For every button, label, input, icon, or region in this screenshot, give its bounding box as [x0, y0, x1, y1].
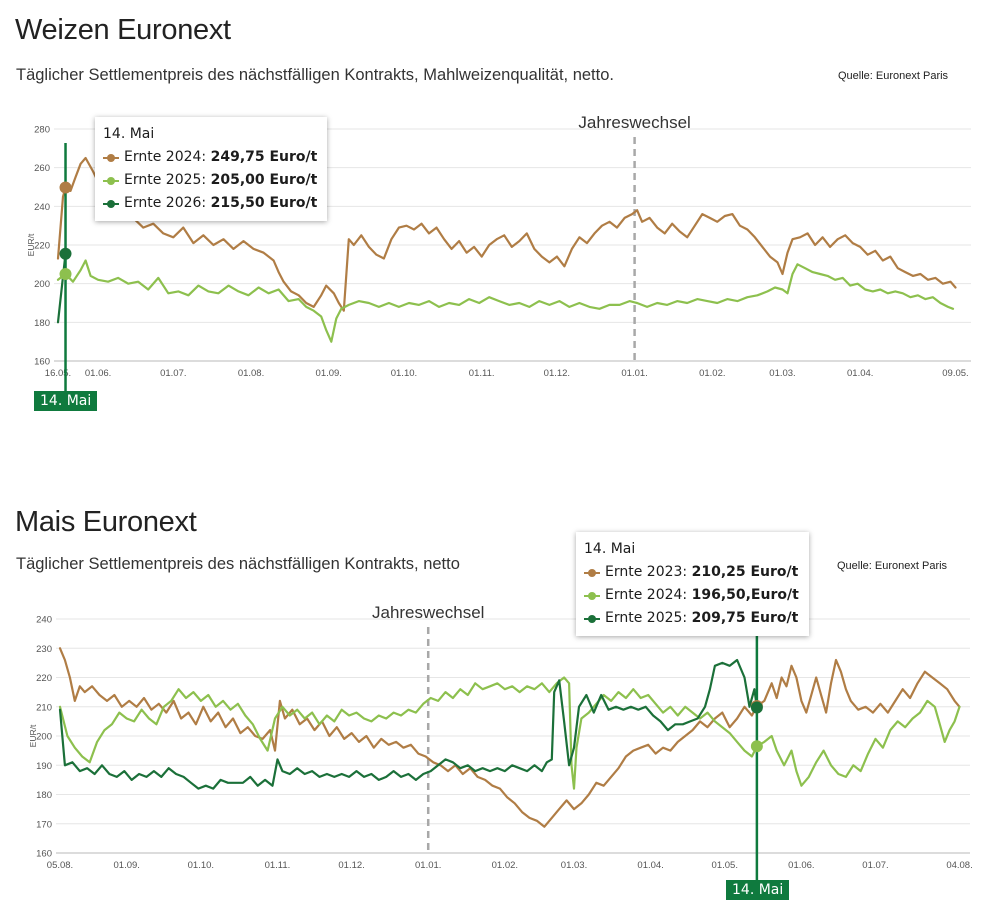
- tooltip-value: 196,50,Euro/t: [691, 587, 799, 603]
- tooltip-row: Ernte 2024: 196,50,Euro/t: [584, 584, 799, 607]
- series-line: [58, 676, 961, 790]
- x-tick-label: 01.02.: [699, 368, 725, 379]
- series-line: [56, 156, 957, 312]
- x-tick-label: 01.10.: [188, 860, 214, 871]
- year-change-label: Jahreswechsel: [372, 603, 484, 622]
- tooltip-date: 14. Mai: [584, 541, 636, 557]
- series-line: [56, 252, 67, 324]
- x-tick-label: 01.05.: [712, 860, 738, 871]
- chart-title: Mais Euronext: [15, 506, 197, 538]
- y-tick-label: 200: [36, 732, 52, 743]
- x-tick-label: 04.08.: [946, 860, 972, 871]
- series-marker-icon: [103, 199, 119, 209]
- x-tick-label: 01.01.: [621, 368, 647, 379]
- x-tick-label: 01.06.: [788, 860, 814, 871]
- maize-chart: Mais Euronext Täglicher Settlementpreis …: [0, 500, 993, 922]
- series-line: [58, 647, 961, 828]
- y-tick-label: 160: [36, 849, 52, 860]
- tooltip-date: 14. Mai: [103, 126, 155, 142]
- y-tick-label: 240: [34, 202, 50, 213]
- x-tick-label: 01.12.: [544, 368, 570, 379]
- series-marker-icon: [103, 176, 119, 186]
- tooltip-value: 210,25 Euro/t: [691, 564, 799, 580]
- x-tick-label: 01.04.: [637, 860, 663, 871]
- chart-title: Weizen Euronext: [15, 14, 231, 46]
- x-tick-label: 01.08.: [238, 368, 264, 379]
- y-tick-label: 280: [34, 125, 50, 136]
- x-tick-label: 01.12.: [338, 860, 364, 871]
- x-tick-label: 01.07.: [862, 860, 888, 871]
- y-axis-label: EUR/t: [26, 233, 36, 256]
- tooltip-series-label: Ernte 2024:: [605, 587, 688, 603]
- y-tick-label: 200: [34, 279, 50, 290]
- x-tick-label: 16.05.: [45, 368, 71, 379]
- tooltip-value: 205,00 Euro/t: [210, 172, 318, 188]
- x-tick-label: 01.03.: [769, 368, 795, 379]
- tooltip-row: Ernte 2023: 210,25 Euro/t: [584, 561, 799, 584]
- tooltip-value: 209,75 Euro/t: [691, 610, 799, 626]
- tooltip-series-label: Ernte 2024:: [124, 149, 207, 165]
- x-tick-label: 01.07.: [160, 368, 186, 379]
- maize-plot-area: 160 170 180 190 200 210 220 230 240 EUR/t 05.08. 01…: [28, 603, 973, 881]
- x-tick-label: 01.11.: [265, 860, 291, 871]
- series-marker-icon: [103, 153, 119, 163]
- date-marker-flag: 14. Mai: [34, 391, 98, 411]
- y-tick-label: 220: [34, 241, 50, 252]
- series-marker-icon: [584, 568, 600, 578]
- data-point-marker: [59, 181, 72, 194]
- chart-source: Quelle: Euronext Paris: [837, 560, 948, 572]
- data-point-marker: [750, 701, 763, 714]
- chart-source: Quelle: Euronext Paris: [838, 70, 949, 82]
- tooltip-series-label: Ernte 2025:: [124, 172, 207, 188]
- y-axis-label: EUR/t: [28, 724, 38, 747]
- tooltip-value: 249,75 Euro/t: [210, 149, 318, 165]
- x-tick-label: 01.09.: [316, 368, 342, 379]
- tooltip: 14. Mai Ernte 2023: 210,25 Euro/t Ernte …: [576, 532, 809, 636]
- series-marker-icon: [584, 614, 600, 624]
- series-line: [56, 259, 955, 343]
- x-tick-label: 01.06.: [85, 368, 111, 379]
- chart-subtitle: Täglicher Settlementpreis des nächstfäll…: [16, 66, 614, 84]
- tooltip-row: Ernte 2024: 249,75 Euro/t: [103, 146, 317, 169]
- y-tick-label: 210: [36, 702, 52, 713]
- x-tick-label: 01.02.: [492, 860, 518, 871]
- data-point-marker: [59, 268, 72, 280]
- y-tick-label: 240: [36, 615, 52, 626]
- y-tick-label: 220: [36, 673, 52, 684]
- chart-subtitle: Täglicher Settlementpreis des nächstfäll…: [16, 555, 460, 573]
- tooltip-value: 215,50 Euro/t: [210, 195, 318, 211]
- y-tick-label: 180: [34, 318, 50, 329]
- y-tick-label: 170: [36, 819, 52, 830]
- y-tick-label: 230: [36, 644, 52, 655]
- x-tick-label: 01.09.: [114, 860, 140, 871]
- x-tick-label: 01.04.: [847, 368, 873, 379]
- year-change-label: Jahreswechsel: [578, 113, 690, 132]
- data-point-marker: [750, 740, 763, 753]
- x-tick-label: 09.05.: [942, 368, 968, 379]
- tooltip-series-label: Ernte 2023:: [605, 564, 688, 580]
- date-marker-flag: 14. Mai: [726, 880, 790, 900]
- wheat-chart: Weizen Euronext Täglicher Settlementprei…: [0, 0, 993, 460]
- tooltip-row: Ernte 2025: 209,75 Euro/t: [584, 607, 799, 630]
- y-tick-label: 190: [36, 761, 52, 772]
- y-tick-label: 160: [34, 357, 50, 368]
- tooltip-series-label: Ernte 2025:: [605, 610, 688, 626]
- tooltip-row: Ernte 2026: 215,50 Euro/t: [103, 192, 317, 215]
- x-tick-label: 01.11.: [469, 368, 495, 379]
- tooltip: 14. Mai Ernte 2024: 249,75 Euro/t Ernte …: [95, 117, 328, 221]
- x-tick-label: 01.03.: [561, 860, 587, 871]
- x-tick-label: 01.10.: [391, 368, 417, 379]
- y-tick-label: 260: [34, 163, 50, 174]
- series-line: [58, 658, 758, 790]
- wheat-plot-area: 160 180 200 220 240 260 280 EUR/t 16.05. 01.06. 01…: [26, 113, 971, 392]
- series-marker-icon: [584, 591, 600, 601]
- x-tick-label: 05.08.: [47, 860, 73, 871]
- data-point-marker: [59, 247, 72, 260]
- y-tick-label: 180: [36, 790, 52, 801]
- tooltip-row: Ernte 2025: 205,00 Euro/t: [103, 169, 317, 192]
- x-tick-label: 01.01.: [415, 860, 441, 871]
- tooltip-series-label: Ernte 2026:: [124, 195, 207, 211]
